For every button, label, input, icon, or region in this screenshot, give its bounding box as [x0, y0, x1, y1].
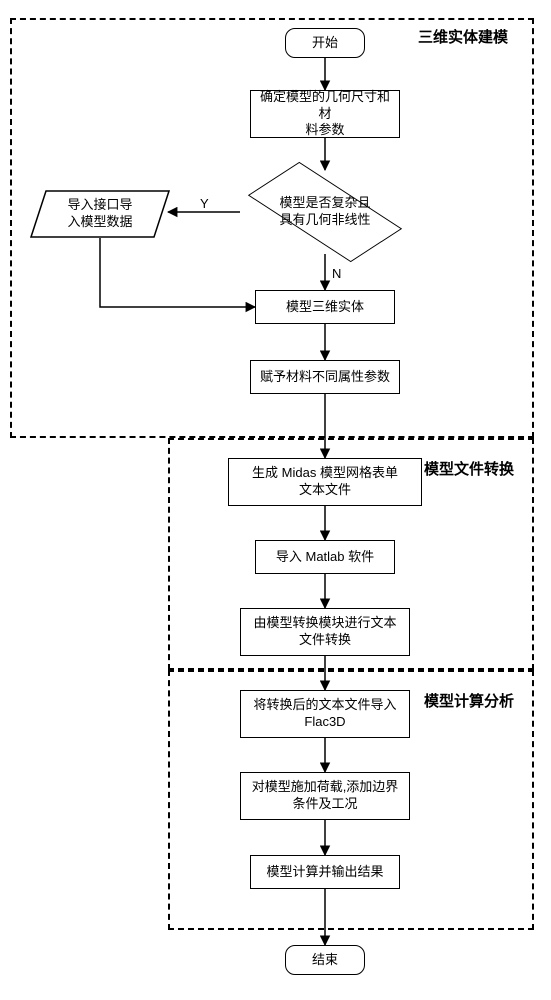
node-geometry-params: 确定模型的几何尺寸和材 料参数	[250, 90, 400, 138]
node-flac3d-import: 将转换后的文本文件导入 Flac3D	[240, 690, 410, 738]
io-import-interface: 导入接口导 入模型数据	[30, 190, 170, 238]
node-conversion-module: 由模型转换模块进行文本 文件转换	[240, 608, 410, 656]
node-material-attrs: 赋予材料不同属性参数	[250, 360, 400, 394]
decision-complex-model: 模型是否复杂且 具有几何非线性	[240, 170, 410, 254]
start-node: 开始	[285, 28, 365, 58]
section-analysis-label: 模型计算分析	[424, 690, 514, 711]
branch-yes-label: Y	[200, 196, 209, 211]
node-matlab-import: 导入 Matlab 软件	[255, 540, 395, 574]
node-midas-mesh: 生成 Midas 模型网格表单 文本文件	[228, 458, 422, 506]
section-file-conversion-label: 模型文件转换	[424, 458, 514, 479]
node-3d-entity: 模型三维实体	[255, 290, 395, 324]
branch-no-label: N	[332, 266, 341, 281]
end-node: 结束	[285, 945, 365, 975]
node-apply-loads: 对模型施加荷载,添加边界 条件及工况	[240, 772, 410, 820]
section-3d-modeling-label: 三维实体建模	[418, 26, 508, 47]
node-compute-output: 模型计算并输出结果	[250, 855, 400, 889]
flowchart-container: 三维实体建模 模型文件转换 模型计算分析 Y N 开始	[0, 0, 551, 1000]
